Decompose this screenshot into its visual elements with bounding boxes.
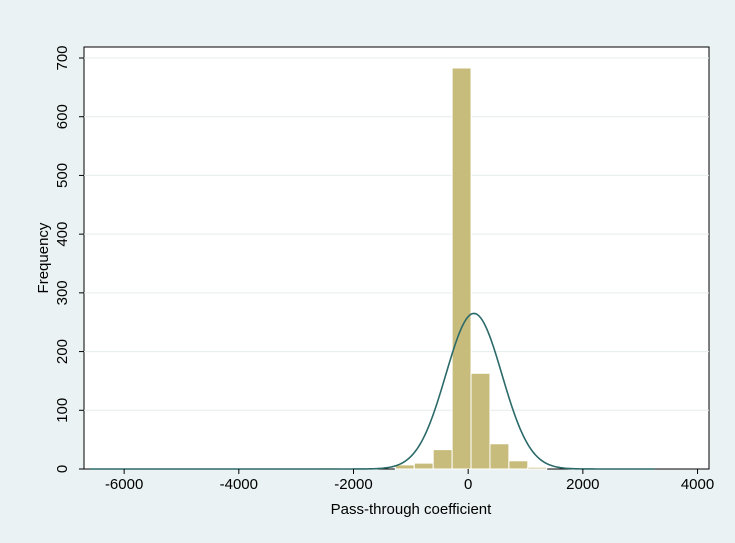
histogram-bar — [470, 372, 491, 470]
histogram-bar — [432, 449, 453, 470]
y-tick-label: 300 — [54, 280, 71, 305]
y-tick-label: 100 — [54, 398, 71, 423]
y-tick-label: 500 — [54, 163, 71, 188]
y-axis-title: Frequency — [35, 222, 52, 293]
histogram-bar — [508, 460, 529, 470]
y-tick-label: 700 — [54, 45, 71, 70]
y-tick-label: 0 — [54, 465, 71, 473]
histogram-bar — [451, 67, 472, 470]
x-tick-label: 0 — [464, 476, 472, 493]
y-tick-label: 600 — [54, 104, 71, 129]
y-tick-label: 400 — [54, 222, 71, 247]
x-tick-label: -4000 — [220, 476, 258, 493]
x-tick-label: -2000 — [334, 476, 372, 493]
plot-area — [83, 46, 710, 470]
bars — [319, 67, 548, 470]
x-axis-title: Pass-through coefficient — [331, 501, 492, 518]
histogram-bar — [489, 443, 510, 470]
x-axis: -6000 -4000 -2000 0 2000 4000 — [105, 469, 714, 493]
x-tick-label: 4000 — [681, 476, 714, 493]
y-tick-label: 200 — [54, 339, 71, 364]
histogram-bar — [527, 466, 548, 470]
histogram-bar — [413, 462, 434, 470]
x-tick-label: 2000 — [566, 476, 599, 493]
normal-density-curve — [89, 312, 655, 470]
grid-lines — [84, 57, 709, 411]
y-axis: 0 100 200 300 400 500 600 700 — [54, 45, 84, 473]
x-tick-label: -6000 — [105, 476, 143, 493]
